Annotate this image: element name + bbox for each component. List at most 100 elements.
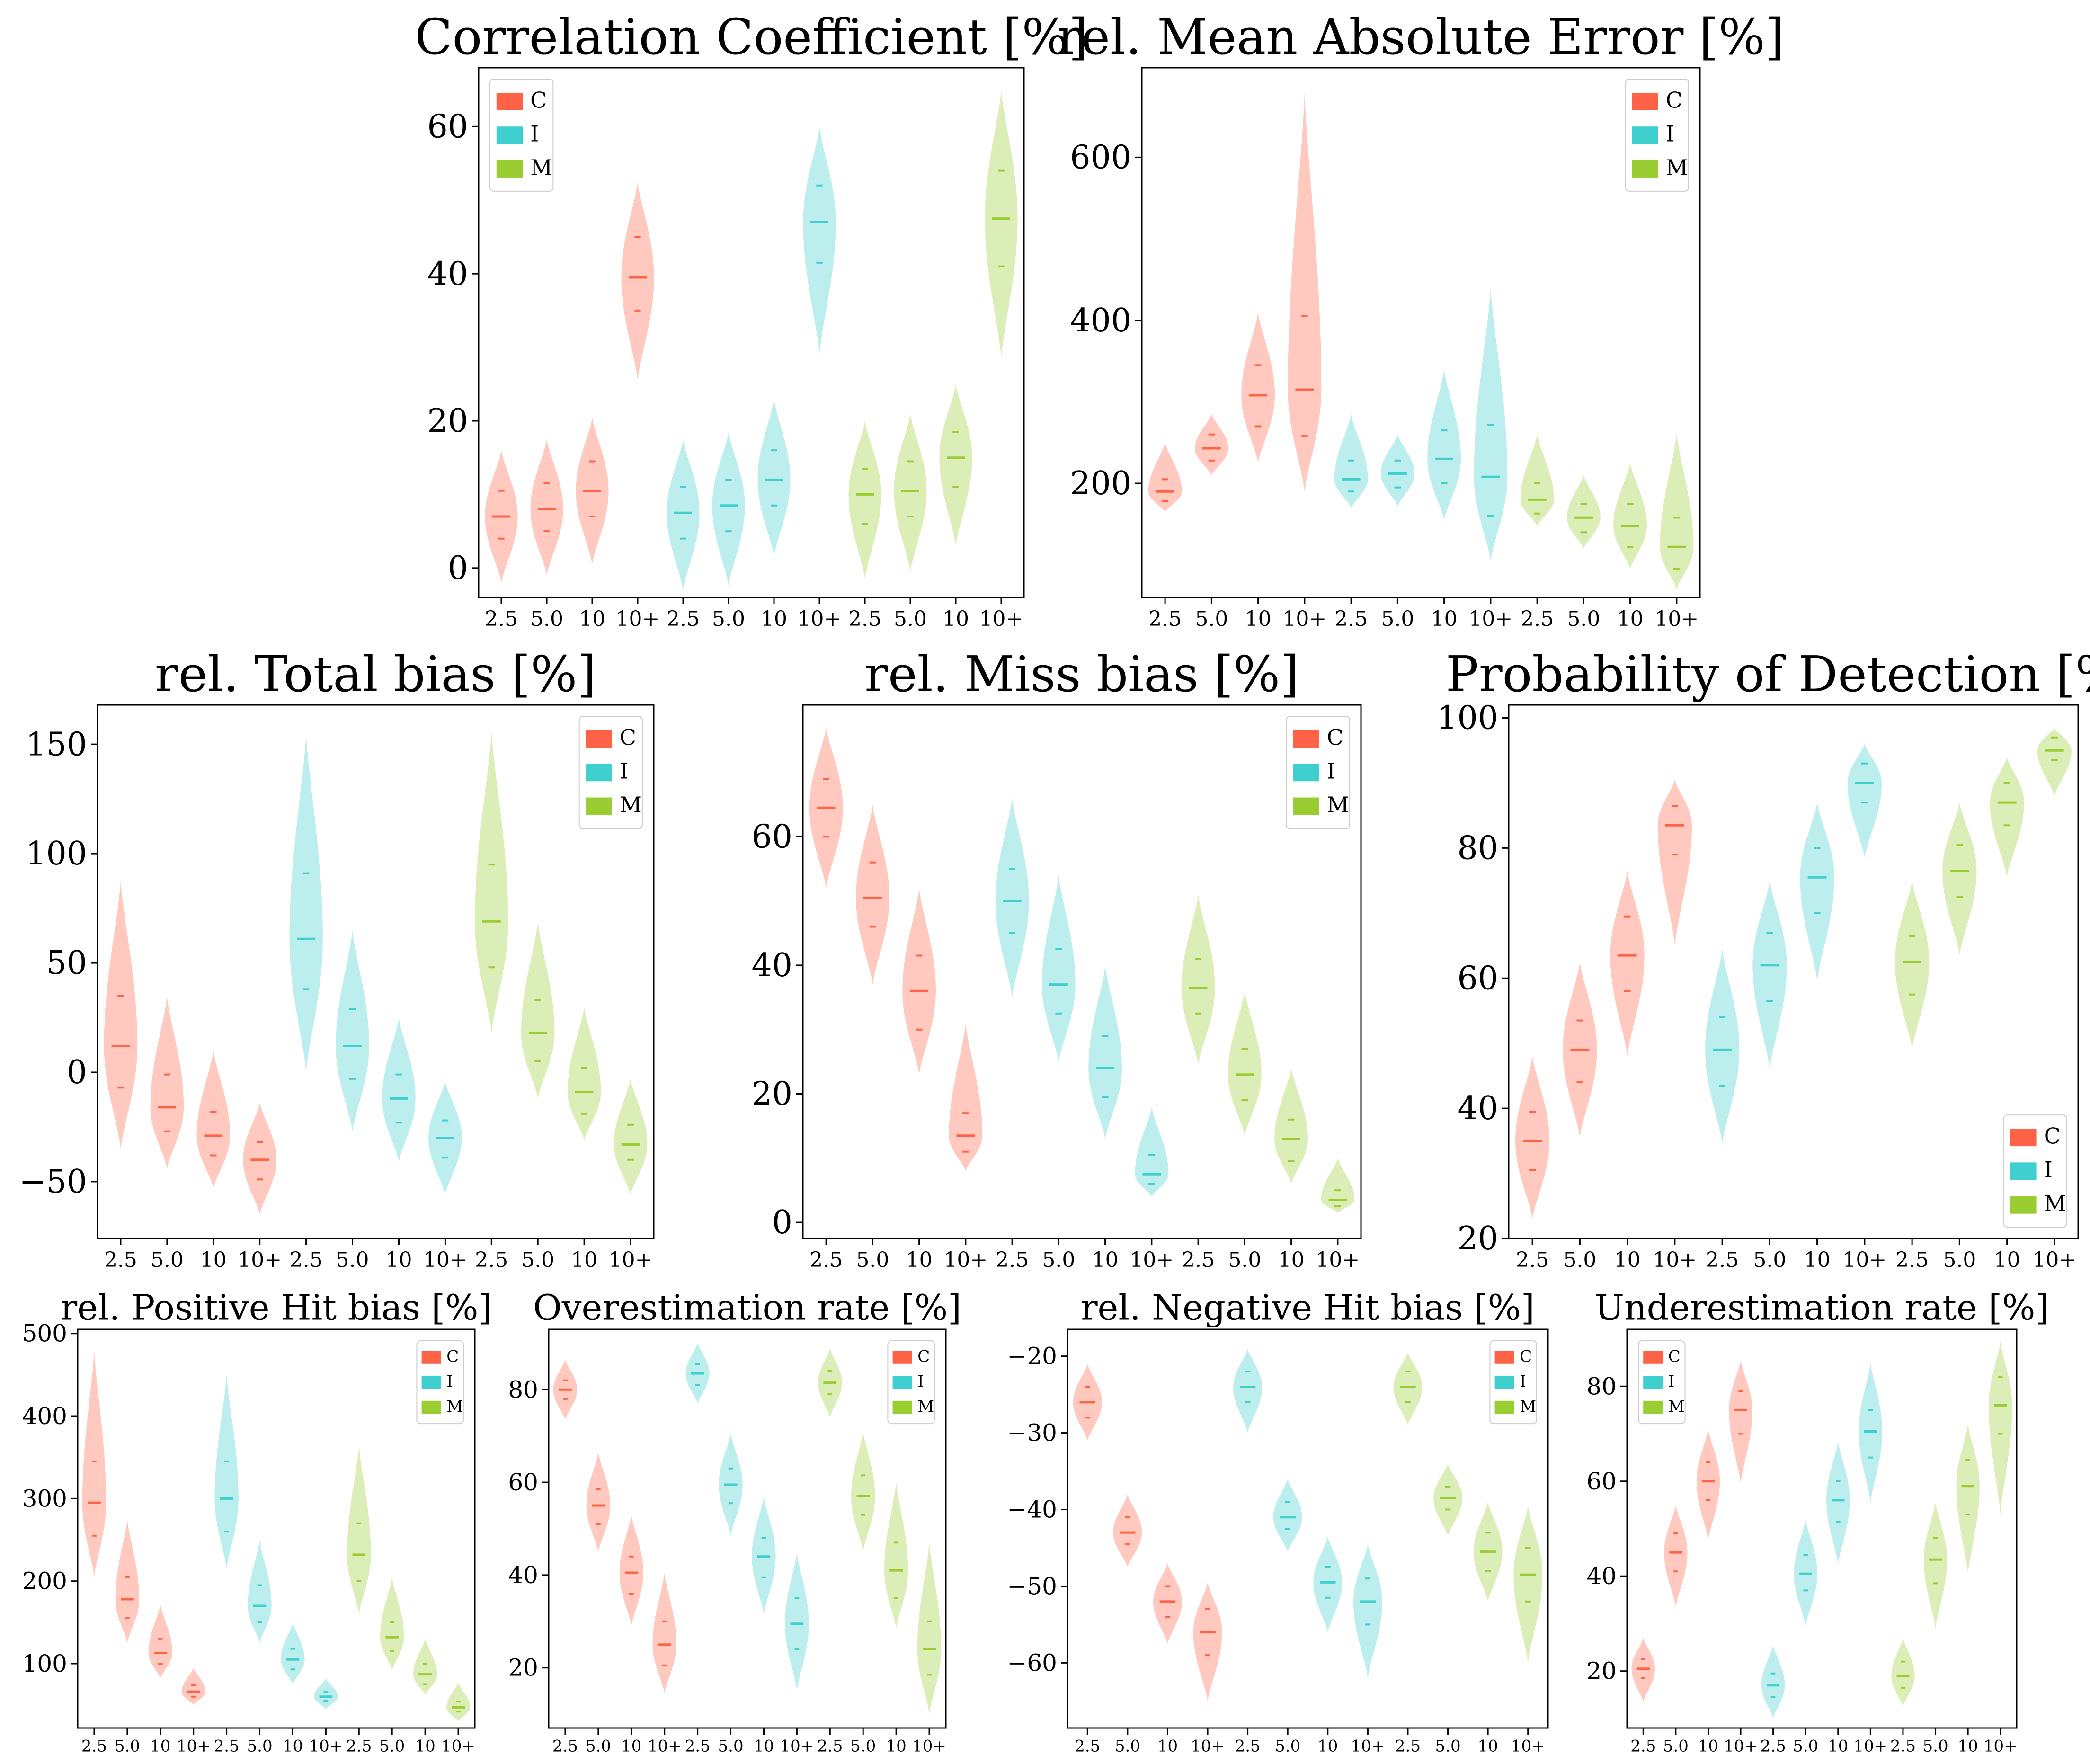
- x-tick-label: 5.0: [1563, 1248, 1596, 1272]
- legend-label: M: [530, 155, 552, 180]
- x-tick-label: 10: [1092, 1248, 1119, 1272]
- legend: CIM: [1286, 716, 1351, 829]
- violin-I-10: [1088, 965, 1122, 1139]
- violin-C-5.0: [586, 1452, 610, 1552]
- legend-label: I: [620, 758, 628, 784]
- violin-I-5.0: [1273, 1479, 1302, 1552]
- chart-panel-4: rel. Miss bias [%] 0 20 40 60 2.5 5.0 10 10+ 2.5 5…: [751, 645, 1362, 1272]
- violin-C-10+: [621, 181, 654, 381]
- y-tick-label: 60: [1586, 1468, 1617, 1495]
- legend-swatch-I: [892, 1376, 912, 1389]
- y-tick-label: 200: [1070, 465, 1131, 502]
- x-tick-label: 5.0: [1663, 1737, 1689, 1756]
- violin-I-10: [757, 399, 791, 557]
- x-tick-label: 10+: [648, 1737, 682, 1756]
- x-tick-label: 5.0: [115, 1737, 140, 1756]
- x-tick-label: 5.0: [718, 1737, 744, 1756]
- violin-M-5.0: [380, 1577, 404, 1670]
- legend-label: C: [1668, 1347, 1681, 1366]
- x-tick-label: 10+: [1853, 1737, 1887, 1756]
- x-tick-label: 2.5: [104, 1248, 137, 1272]
- x-tick-label: 2.5: [1148, 607, 1182, 631]
- plot-frame: [1141, 67, 1701, 598]
- x-tick-label: 10: [1804, 1248, 1831, 1272]
- violin-M-10+: [1321, 1158, 1355, 1213]
- legend: CIM: [887, 1340, 935, 1425]
- legend-label: I: [1327, 758, 1335, 784]
- plot-frame: [548, 1328, 947, 1729]
- plot-frame: [478, 67, 1025, 598]
- x-tick-label: 2.5: [214, 1737, 240, 1756]
- x-tick-label: 10: [943, 607, 969, 631]
- x-tick-label: 5.0: [379, 1737, 405, 1756]
- violin-M-2.5: [1181, 894, 1215, 1065]
- y-tick-label: 0: [67, 1054, 87, 1091]
- violin-I-2.5: [1705, 949, 1740, 1144]
- y-tick-label: −40: [1007, 1496, 1057, 1523]
- y-tick-label: 40: [1457, 1090, 1498, 1127]
- x-tick-label: 10: [621, 1737, 641, 1756]
- y-tick-label: 80: [1586, 1372, 1617, 1400]
- x-tick-label: 5.0: [151, 1248, 184, 1272]
- chart-panel-5: Probability of Detection [%] 20 40 60 80 100 2…: [1437, 645, 2090, 1272]
- x-tick-label: 10+: [441, 1737, 475, 1756]
- y-tick-label: 40: [1586, 1562, 1617, 1590]
- y-tick-label: −20: [1007, 1343, 1057, 1370]
- plot-frame: [802, 704, 1362, 1239]
- legend-label: C: [530, 87, 547, 113]
- x-tick-label: 10: [1828, 1737, 1848, 1756]
- x-tick-label: 10: [754, 1737, 774, 1756]
- violin-I-10+: [314, 1678, 338, 1709]
- x-tick-label: 10+: [1983, 1737, 2018, 1756]
- x-tick-label: 10+: [1282, 607, 1326, 631]
- chart-title: Probability of Detection [%]: [1446, 645, 2090, 703]
- y-tick-label: −50: [19, 1163, 87, 1201]
- chart-panel-1: Correlation Coefficient [%] 0 20 40 60 2.5 5.0…: [415, 8, 1088, 631]
- x-tick-label: 10+: [912, 1737, 946, 1756]
- violin-C-5.0: [1113, 1494, 1142, 1567]
- x-tick-label: 10+: [1842, 1248, 1886, 1272]
- x-tick-label: 10: [571, 1248, 597, 1272]
- violin-C-10: [619, 1515, 643, 1626]
- legend-label: I: [917, 1372, 924, 1391]
- chart-title: Overestimation rate [%]: [533, 1287, 961, 1328]
- x-tick-label: 2.5: [1761, 1737, 1786, 1756]
- x-tick-label: 10+: [1468, 607, 1512, 631]
- x-tick-label: 5.0: [521, 1248, 554, 1272]
- violin-M-5.0: [1942, 802, 1977, 956]
- y-tick-label: 300: [22, 1485, 67, 1512]
- y-tick-label: 40: [751, 947, 792, 984]
- x-tick-label: 10: [761, 607, 787, 631]
- y-tick-label: 0: [448, 550, 468, 587]
- chart-panel-6: rel. Positive Hit bias [%] 100 200 300 400 50…: [22, 1287, 492, 1755]
- x-tick-label: 5.0: [712, 607, 745, 631]
- x-tick-label: 2.5: [1395, 1737, 1421, 1756]
- legend-swatch-M: [1293, 797, 1319, 815]
- x-tick-label: 5.0: [247, 1737, 273, 1756]
- y-tick-label: −30: [1007, 1419, 1057, 1447]
- x-tick-label: 10: [1994, 1248, 2020, 1272]
- legend-swatch-C: [1632, 92, 1658, 111]
- x-tick-label: 10+: [2032, 1248, 2076, 1272]
- x-tick-label: 2.5: [475, 1248, 508, 1272]
- chart-title: rel. Mean Absolute Error [%]: [1058, 8, 1785, 66]
- x-tick-label: 10: [283, 1737, 303, 1756]
- plot-frame: [1067, 1328, 1549, 1729]
- y-tick-label: 40: [427, 255, 468, 293]
- violin-M-10: [939, 384, 972, 546]
- x-tick-label: 2.5: [1630, 1737, 1656, 1756]
- legend-swatch-I: [421, 1376, 441, 1389]
- x-tick-label: 10: [1278, 1248, 1305, 1272]
- violin-I-2.5: [214, 1374, 239, 1569]
- legend-label: C: [917, 1347, 930, 1366]
- violin-M-10+: [917, 1542, 942, 1714]
- x-tick-label: 10+: [1654, 607, 1699, 631]
- violin-C-10+: [181, 1667, 205, 1705]
- violin-C-5.0: [530, 439, 563, 576]
- violin-C-10: [148, 1604, 172, 1679]
- plot-frame: [97, 704, 655, 1239]
- violin-I-5.0: [336, 930, 369, 1131]
- y-tick-label: 60: [508, 1469, 538, 1496]
- legend-label: M: [620, 792, 642, 818]
- violin-C-10: [196, 1050, 230, 1188]
